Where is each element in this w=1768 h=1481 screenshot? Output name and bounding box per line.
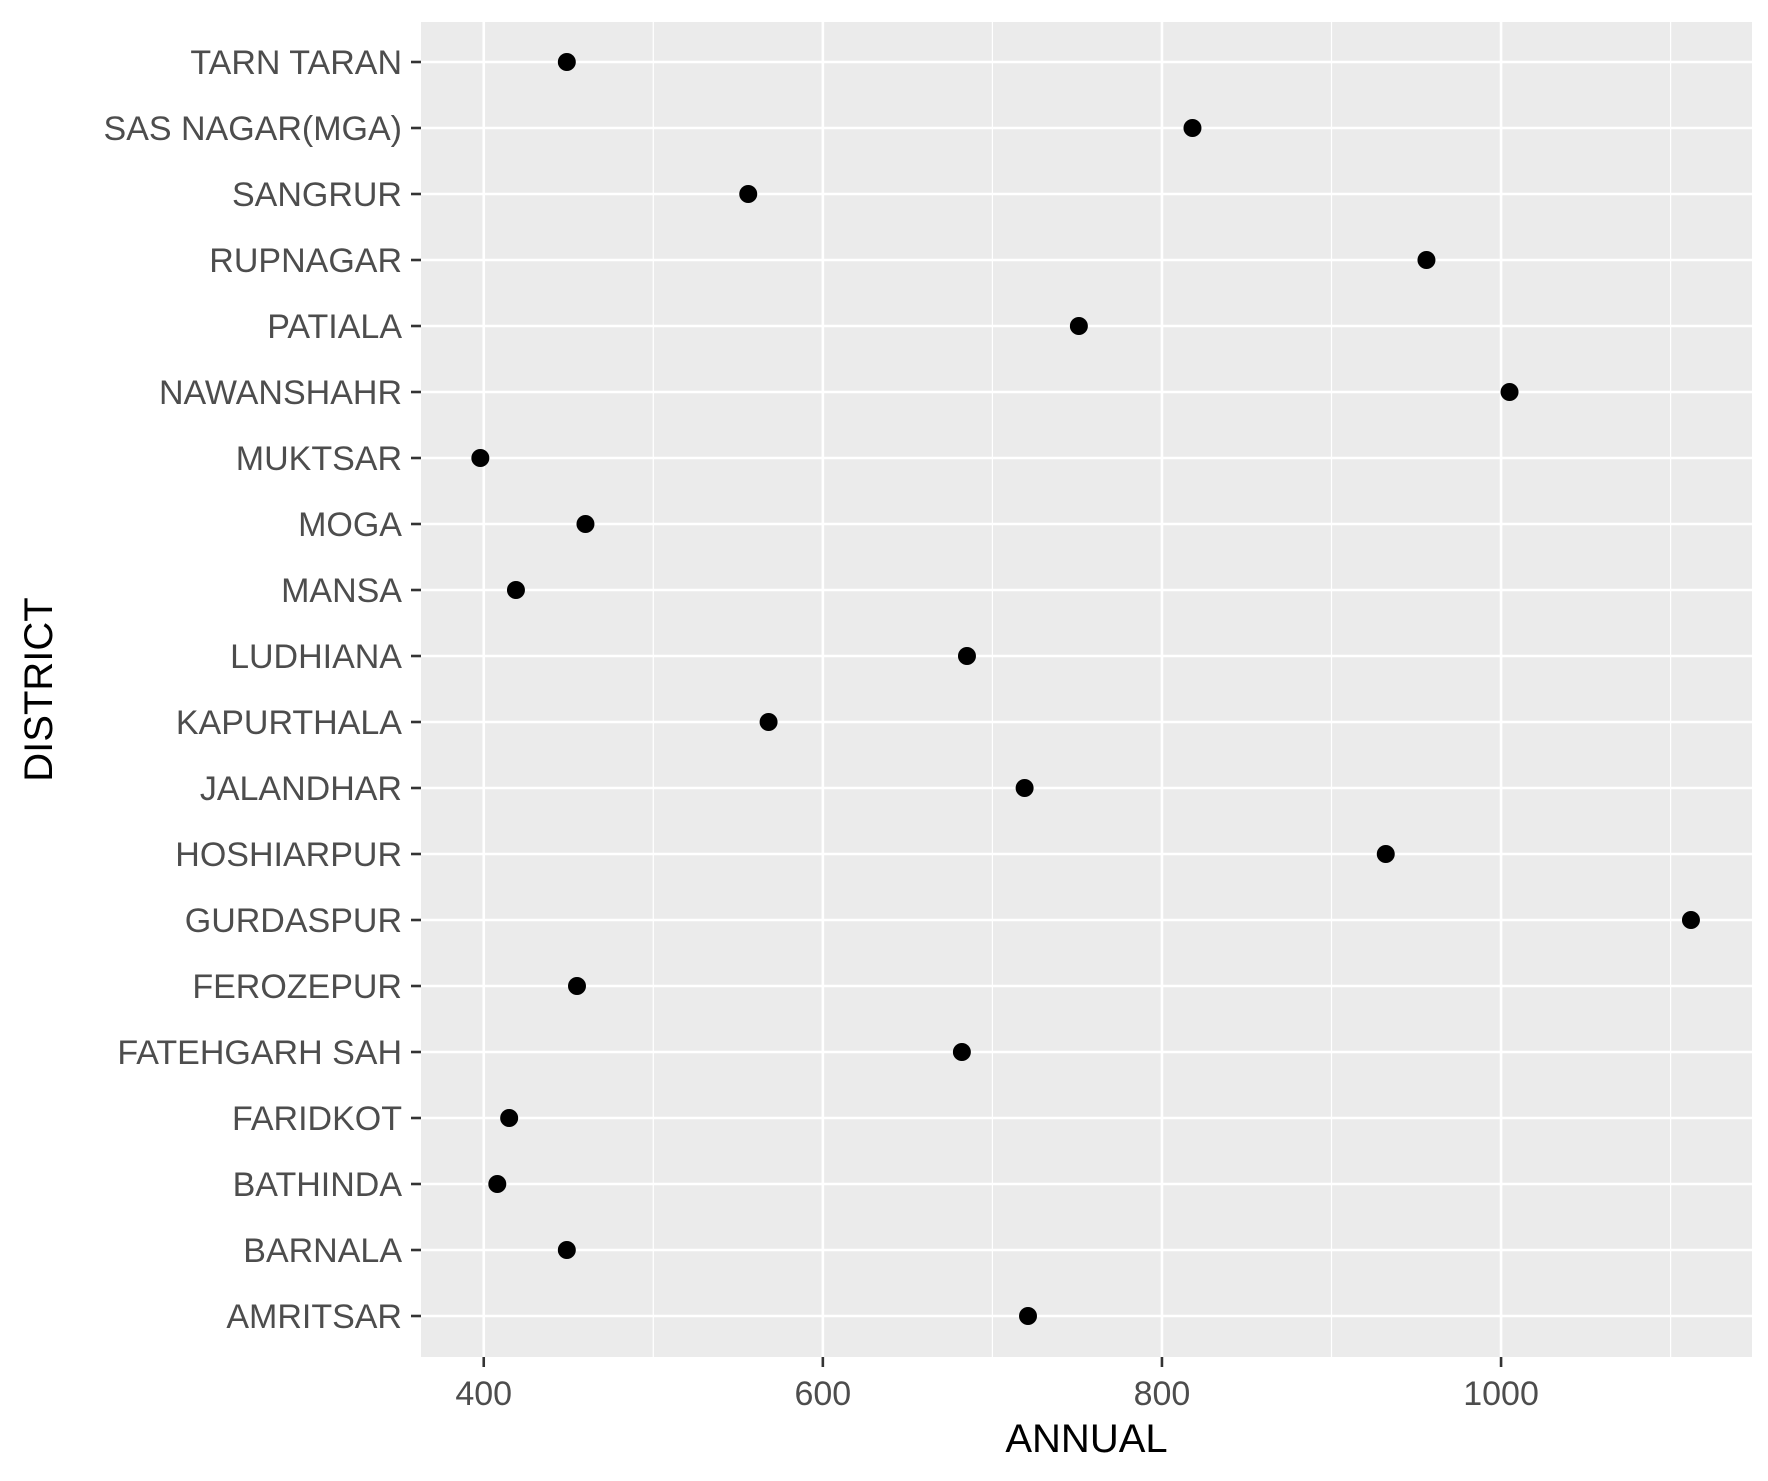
y-tick-label: FEROZEPUR — [192, 968, 402, 1006]
x-axis: 400 600 800 1000 — [455, 1357, 1539, 1413]
y-tick-label: BATHINDA — [233, 1166, 403, 1204]
data-point-amritsar — [1019, 1307, 1038, 1325]
data-point-ferozepur — [567, 977, 586, 995]
y-tick-label: PATIALA — [267, 308, 402, 346]
data-points — [471, 53, 1700, 1325]
y-tick-label: SANGRUR — [232, 176, 402, 214]
y-tick-label: TARN TARAN — [190, 44, 402, 82]
y-tick-label: FATEHGARH SAH — [117, 1034, 402, 1072]
y-tick-label: AMRITSAR — [226, 1298, 402, 1336]
data-point-moga — [576, 515, 595, 533]
y-tick-label: MANSA — [281, 572, 402, 610]
data-point-jalandhar — [1015, 779, 1034, 797]
x-tick-label: 800 — [1134, 1375, 1191, 1413]
data-point-muktsar — [471, 449, 490, 467]
y-tick-label: NAWANSHAHR — [159, 374, 402, 412]
y-tick-label: KAPURTHALA — [176, 704, 402, 742]
y-tick-label: LUDHIANA — [230, 638, 402, 676]
data-point-mansa — [506, 581, 525, 599]
x-tick-label: 1000 — [1463, 1375, 1539, 1413]
y-tick-label: RUPNAGAR — [209, 242, 402, 280]
data-point-rupnagar — [1417, 251, 1436, 269]
y-axis-title: DISTRICT — [17, 597, 61, 781]
y-tick-label: MOGA — [298, 506, 402, 544]
data-point-gurdaspur — [1681, 911, 1700, 929]
data-point-tarn-taran — [557, 53, 576, 71]
x-tick-label: 600 — [794, 1375, 851, 1413]
minor-grid — [652, 22, 1672, 1357]
data-point-barnala — [557, 1241, 576, 1259]
y-tick-label: GURDASPUR — [185, 902, 402, 940]
y-tick-label: MUKTSAR — [236, 440, 402, 478]
y-tick-label: JALANDHAR — [200, 770, 402, 808]
data-point-faridkot — [500, 1109, 519, 1127]
data-point-sas-nagar-mga — [1183, 119, 1202, 137]
y-tick-label: BARNALA — [243, 1232, 402, 1270]
data-point-bathinda — [488, 1175, 507, 1193]
data-point-kapurthala — [759, 713, 778, 731]
x-axis-title: ANNUAL — [1005, 1417, 1167, 1461]
data-point-hoshiarpur — [1376, 845, 1395, 863]
y-tick-label: FARIDKOT — [232, 1100, 402, 1138]
data-point-sangrur — [739, 185, 758, 203]
y-axis: AMRITSAR BARNALA BATHINDA FARIDKOT FATEHGARH… — [104, 44, 421, 1336]
x-tick-label: 400 — [455, 1375, 512, 1413]
data-point-patiala — [1069, 317, 1088, 335]
y-tick-label: SAS NAGAR(MGA) — [104, 110, 402, 148]
data-point-ludhiana — [957, 647, 976, 665]
y-tick-label: HOSHIARPUR — [175, 836, 402, 874]
data-point-nawanshahr — [1500, 383, 1519, 401]
plot-panel — [421, 22, 1752, 1357]
major-grid — [421, 22, 1752, 1357]
data-point-fatehgarh-sah — [952, 1043, 971, 1061]
